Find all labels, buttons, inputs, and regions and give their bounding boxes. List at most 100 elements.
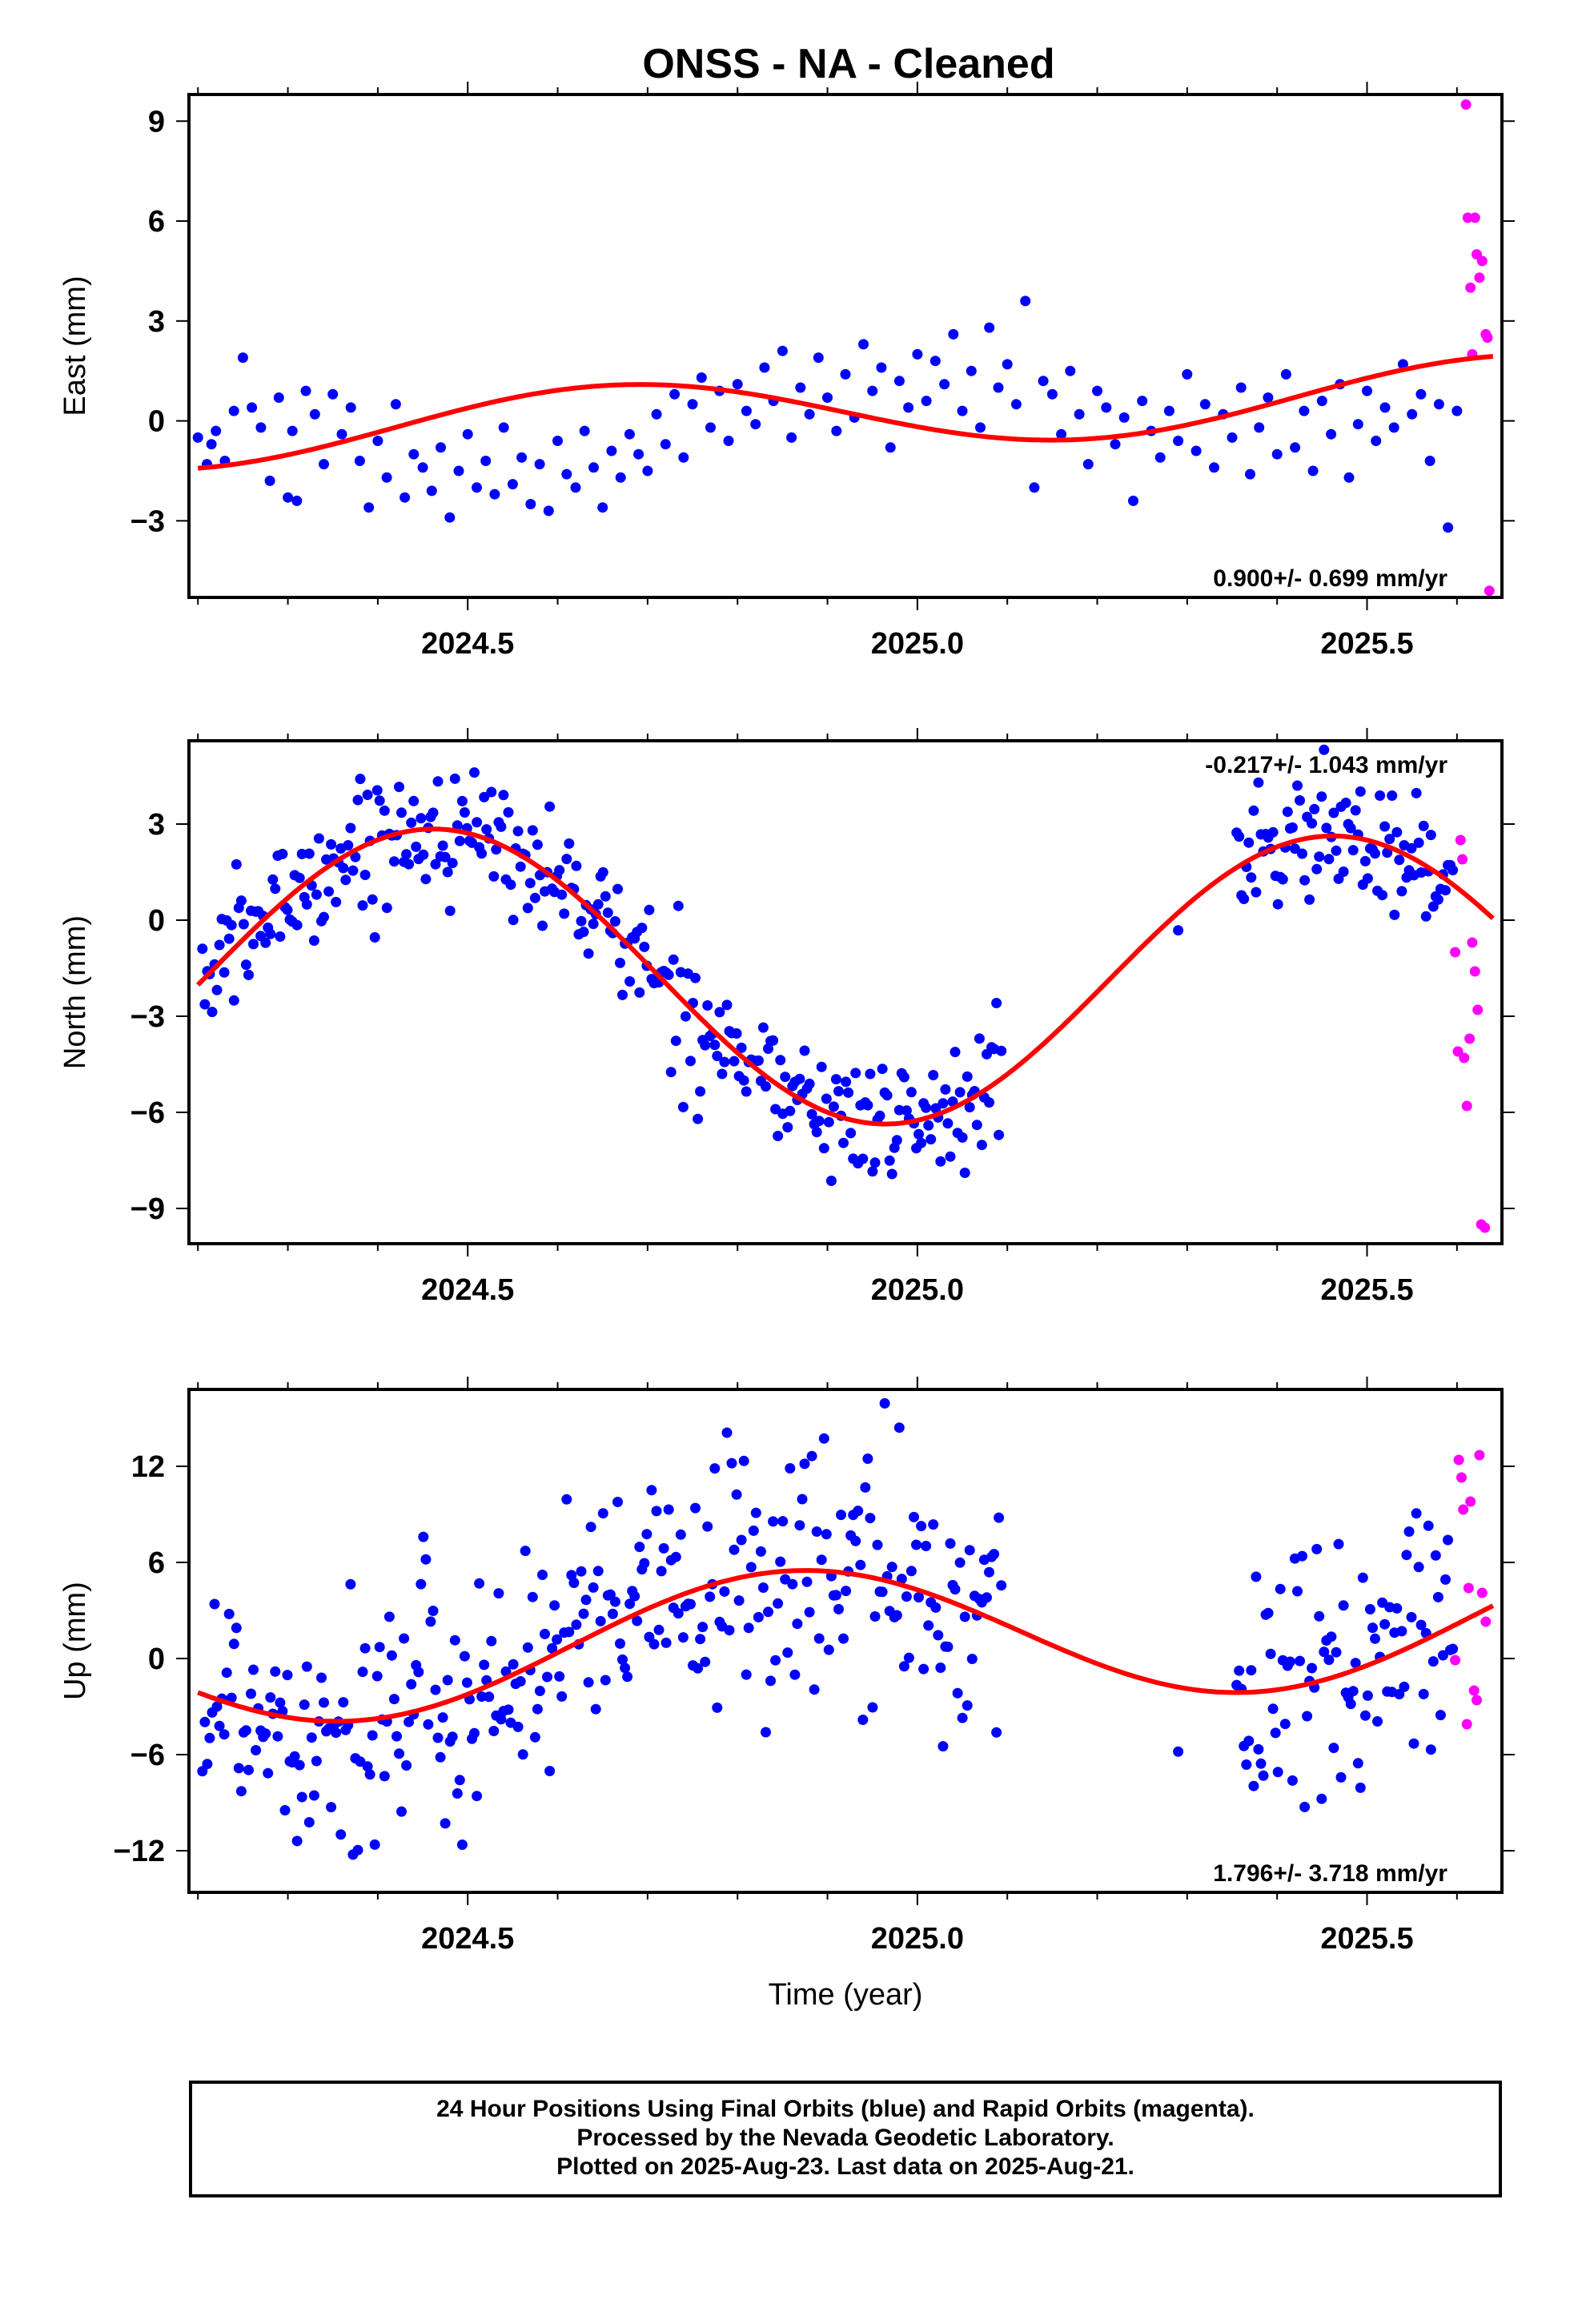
up-final-point bbox=[806, 1450, 817, 1462]
north-final-point bbox=[416, 813, 427, 824]
up-final-point bbox=[496, 1714, 507, 1725]
up-plot-area bbox=[197, 1397, 1495, 1860]
north-final-point bbox=[379, 805, 390, 816]
east-final-point bbox=[1362, 385, 1372, 396]
up-final-point bbox=[449, 1634, 460, 1646]
east-final-point bbox=[273, 392, 284, 403]
north-final-point bbox=[913, 1128, 924, 1140]
north-final-point bbox=[615, 957, 625, 968]
north-final-point bbox=[976, 1140, 987, 1151]
east-final-point bbox=[867, 385, 878, 396]
up-final-point bbox=[794, 1520, 805, 1531]
up-final-point bbox=[486, 1635, 497, 1647]
east-final-point bbox=[750, 419, 761, 430]
north-final-point bbox=[923, 1120, 934, 1131]
east-final-point bbox=[1263, 392, 1274, 403]
east-final-point bbox=[1002, 359, 1013, 370]
up-final-point bbox=[235, 1786, 247, 1797]
north-final-point bbox=[544, 801, 556, 812]
up-final-point bbox=[991, 1727, 1002, 1738]
north-final-point bbox=[1267, 826, 1279, 838]
east-final-point bbox=[1056, 428, 1067, 440]
east-final-point bbox=[1191, 445, 1202, 456]
north-final-point bbox=[1314, 851, 1325, 862]
east-final-point bbox=[1379, 402, 1391, 413]
east-final-point bbox=[893, 376, 905, 387]
up-final-point bbox=[996, 1580, 1007, 1591]
north-final-point bbox=[945, 1151, 956, 1162]
up-final-point bbox=[331, 1727, 342, 1739]
up-final-point bbox=[576, 1566, 587, 1577]
up-final-point bbox=[456, 1839, 468, 1850]
up-panel: 2024.5 2025.0 2025.5 −12 −6 0 6 12 Up (mm) Time (… bbox=[58, 1377, 1515, 2012]
north-y-tick-label: −6 bbox=[130, 1096, 165, 1130]
up-final-point bbox=[1435, 1710, 1446, 1721]
up-final-point bbox=[646, 1485, 657, 1496]
north-final-point bbox=[326, 838, 337, 850]
up-rapid-point bbox=[1450, 1655, 1461, 1666]
up-final-point bbox=[1292, 1586, 1303, 1597]
north-x-tick-label: 2025.5 bbox=[1320, 1273, 1413, 1307]
north-final-point bbox=[1323, 854, 1335, 865]
north-final-point bbox=[411, 841, 422, 852]
east-plot-area bbox=[192, 99, 1495, 596]
north-final-point bbox=[1307, 818, 1318, 829]
up-final-point bbox=[508, 1659, 519, 1670]
north-final-point bbox=[388, 856, 400, 867]
east-final-point bbox=[372, 436, 383, 446]
east-final-point bbox=[966, 365, 977, 376]
north-rapid-point bbox=[1467, 937, 1478, 948]
north-final-point bbox=[741, 1086, 752, 1097]
north-final-point bbox=[564, 838, 575, 849]
up-final-point bbox=[763, 1606, 773, 1618]
north-final-point bbox=[753, 1055, 764, 1066]
up-final-point bbox=[1248, 1780, 1259, 1791]
east-y-tick-label: −3 bbox=[130, 505, 165, 538]
east-final-point bbox=[1424, 456, 1435, 466]
east-final-point bbox=[912, 348, 923, 360]
up-final-point bbox=[529, 1731, 540, 1743]
up-final-point bbox=[641, 1529, 652, 1540]
up-final-point bbox=[959, 1611, 970, 1622]
up-final-point bbox=[629, 1590, 640, 1602]
up-final-point bbox=[984, 1566, 994, 1578]
up-y-tick-label: 0 bbox=[148, 1642, 165, 1676]
north-final-point bbox=[644, 904, 655, 915]
north-final-point bbox=[1292, 780, 1303, 791]
up-final-point bbox=[773, 1598, 784, 1609]
east-final-point bbox=[1154, 452, 1166, 463]
north-final-point bbox=[1297, 848, 1307, 859]
north-final-point bbox=[938, 1098, 949, 1109]
up-final-point bbox=[383, 1611, 395, 1622]
north-final-point bbox=[799, 1045, 810, 1056]
north-final-point bbox=[1319, 744, 1330, 755]
up-final-point bbox=[388, 1694, 400, 1705]
north-final-point bbox=[1328, 807, 1339, 818]
north-final-point bbox=[454, 835, 465, 846]
east-final-point bbox=[507, 479, 518, 490]
up-final-point bbox=[294, 1759, 305, 1771]
up-final-point bbox=[476, 1691, 488, 1702]
up-rapid-point bbox=[1461, 1719, 1472, 1730]
north-final-point bbox=[1362, 873, 1373, 884]
north-final-point bbox=[665, 1067, 677, 1078]
up-final-point bbox=[542, 1671, 552, 1683]
east-final-point bbox=[795, 382, 806, 393]
north-final-point bbox=[609, 916, 620, 927]
up-final-point bbox=[1355, 1782, 1366, 1793]
up-final-point bbox=[503, 1704, 514, 1715]
up-final-point bbox=[520, 1546, 531, 1557]
up-final-point bbox=[1357, 1572, 1368, 1583]
north-final-point bbox=[1251, 887, 1262, 898]
north-final-point bbox=[768, 1035, 779, 1046]
north-final-point bbox=[1394, 854, 1405, 866]
up-final-point bbox=[905, 1566, 917, 1577]
north-final-point bbox=[1347, 845, 1359, 856]
up-final-point bbox=[782, 1647, 793, 1659]
up-final-point bbox=[855, 1559, 866, 1570]
up-final-point bbox=[311, 1755, 322, 1767]
up-final-point bbox=[935, 1663, 946, 1673]
north-final-point bbox=[1418, 820, 1429, 831]
up-final-point bbox=[580, 1594, 592, 1606]
up-y-axis-label: Up (mm) bbox=[58, 1582, 92, 1700]
